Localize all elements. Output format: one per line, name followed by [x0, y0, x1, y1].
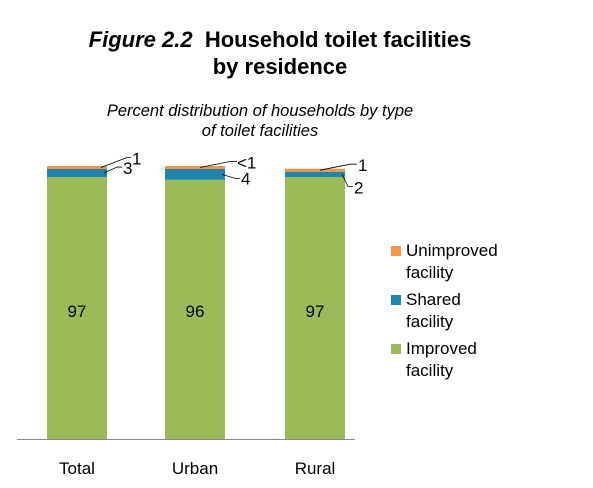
leader-line-shared-total	[103, 166, 122, 174]
figure-number: Figure 2.2	[88, 27, 193, 52]
legend-swatch-improved	[391, 344, 401, 354]
leader-line-unimproved-rural	[319, 163, 357, 171]
chart-subtitle: Percent distribution of households by ty…	[60, 101, 460, 141]
legend-swatch-shared	[391, 295, 401, 305]
bar-shared-total	[47, 169, 107, 178]
data-label-shared-urban: 4	[241, 169, 250, 188]
leader-line-unimproved-total	[100, 157, 131, 168]
subtitle-line-2: of toilet facilities	[201, 122, 319, 140]
title-line-2: by residence	[212, 54, 348, 79]
x-tick-label-urban: Urban	[172, 459, 218, 478]
bar-unimproved-urban	[165, 166, 225, 169]
legend-item-unimproved: Unimproved facility	[391, 240, 536, 284]
legend-swatch-unimproved	[391, 246, 401, 256]
leader-line-shared-urban	[221, 174, 240, 179]
legend-item-shared: Shared facility	[391, 289, 536, 333]
bar-shared-urban	[165, 169, 225, 180]
legend: Unimproved facility Shared facility Improv…	[391, 240, 536, 387]
bar-improved-rural	[285, 177, 345, 439]
bar-improved-total	[47, 177, 107, 439]
legend-item-improved: Improved facility	[391, 338, 536, 382]
x-tick-label-total: Total	[59, 459, 95, 478]
data-label-improved-total: 97	[68, 302, 87, 321]
legend-label-shared: Shared facility	[406, 290, 461, 331]
data-label-unimproved-urban: <1	[237, 154, 256, 173]
data-label-shared-total: 3	[123, 159, 132, 178]
legend-label-improved: Improved facility	[406, 339, 477, 380]
bar-shared-rural	[285, 171, 345, 178]
title-line-1: Household toilet facilities	[204, 27, 472, 52]
leader-line-shared-rural	[341, 174, 353, 187]
data-label-improved-rural: 97	[306, 302, 325, 321]
data-label-unimproved-total: 1	[132, 150, 141, 169]
bar-improved-urban	[165, 179, 225, 440]
data-label-shared-rural: 2	[354, 178, 363, 197]
chart-title: Figure 2.2 Household toilet facilities b…	[0, 26, 560, 80]
bar-unimproved-total	[47, 166, 107, 169]
legend-label-unimproved: Unimproved facility	[406, 241, 498, 282]
subtitle-line-1: Percent distribution of households by ty…	[106, 102, 414, 120]
leader-line-unimproved-urban	[199, 161, 237, 168]
x-tick-label-rural: Rural	[295, 459, 336, 478]
data-label-improved-urban: 96	[186, 302, 205, 321]
data-label-unimproved-rural: 1	[358, 156, 367, 175]
bar-unimproved-rural	[285, 168, 345, 172]
